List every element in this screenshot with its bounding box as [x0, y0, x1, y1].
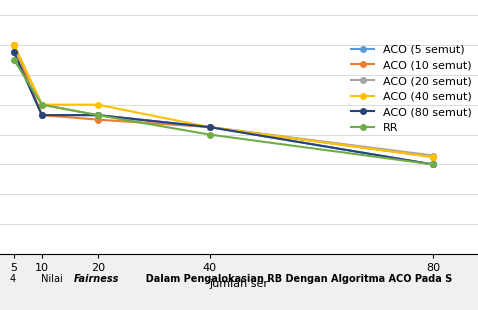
ACO (5 semut): [95, 113, 101, 117]
ACO (5 semut): [39, 113, 45, 117]
ACO (40 semut): [95, 103, 101, 107]
Text: Fairness: Fairness: [74, 274, 120, 284]
ACO (10 semut): [207, 125, 213, 129]
ACO (10 semut): [39, 113, 45, 117]
ACO (80 semut): [207, 125, 213, 129]
ACO (80 semut): [39, 113, 45, 117]
RR: [11, 58, 17, 62]
ACO (10 semut): [11, 43, 17, 47]
RR: [39, 103, 45, 107]
Line: ACO (20 semut): ACO (20 semut): [11, 42, 436, 158]
ACO (5 semut): [207, 125, 213, 129]
ACO (20 semut): [39, 103, 45, 107]
Text: 4        Nilai: 4 Nilai: [10, 274, 65, 284]
Legend: ACO (5 semut), ACO (10 semut), ACO (20 semut), ACO (40 semut), ACO (80 semut), R: ACO (5 semut), ACO (10 semut), ACO (20 s…: [347, 40, 476, 138]
Text: Dalam Pengalokasian RB Dengan Algoritma ACO Pada S: Dalam Pengalokasian RB Dengan Algoritma …: [139, 274, 452, 284]
ACO (40 semut): [430, 155, 436, 159]
ACO (5 semut): [11, 51, 17, 54]
X-axis label: jumlah ser: jumlah ser: [209, 279, 269, 289]
ACO (40 semut): [39, 103, 45, 107]
RR: [430, 163, 436, 166]
ACO (20 semut): [207, 125, 213, 129]
Line: RR: RR: [11, 57, 436, 167]
ACO (80 semut): [95, 113, 101, 117]
ACO (20 semut): [95, 113, 101, 117]
ACO (10 semut): [95, 118, 101, 122]
Line: ACO (5 semut): ACO (5 semut): [11, 50, 436, 167]
ACO (40 semut): [11, 43, 17, 47]
RR: [207, 133, 213, 136]
ACO (40 semut): [207, 125, 213, 129]
ACO (20 semut): [11, 43, 17, 47]
RR: [95, 113, 101, 117]
ACO (20 semut): [430, 154, 436, 157]
Line: ACO (40 semut): ACO (40 semut): [11, 42, 436, 160]
ACO (80 semut): [430, 163, 436, 166]
ACO (80 semut): [11, 51, 17, 54]
Line: ACO (80 semut): ACO (80 semut): [11, 50, 436, 167]
ACO (5 semut): [430, 163, 436, 166]
ACO (10 semut): [430, 155, 436, 159]
Line: ACO (10 semut): ACO (10 semut): [11, 42, 436, 160]
